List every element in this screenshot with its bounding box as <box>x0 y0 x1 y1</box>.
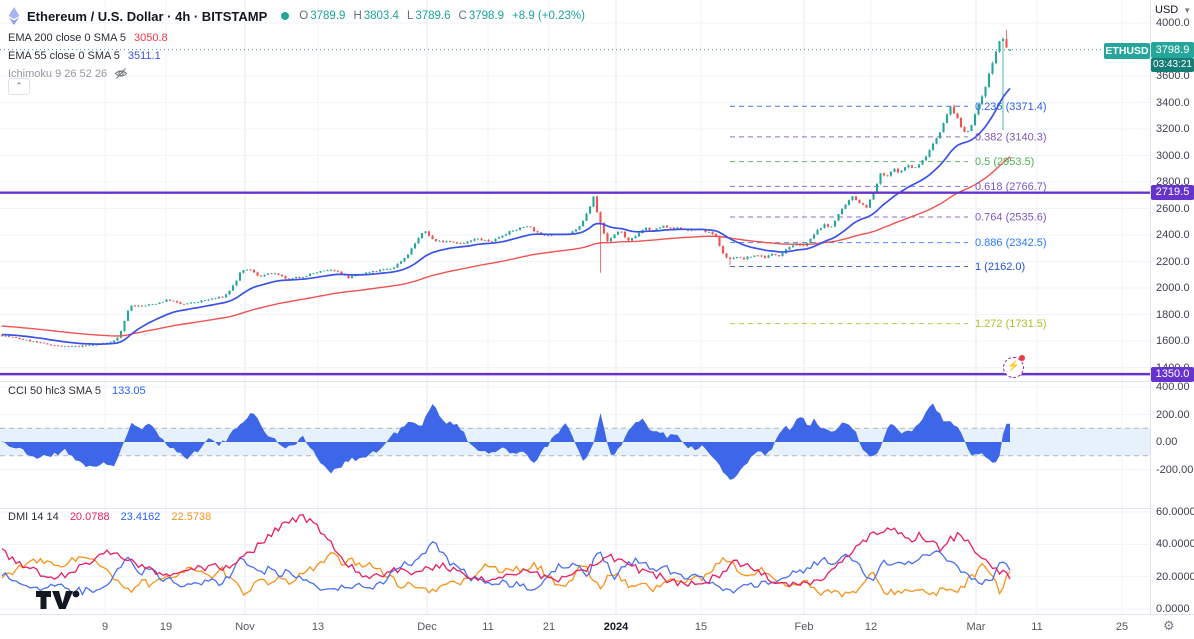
symbol-title[interactable]: Ethereum / U.S. Dollar · 4h · BITSTAMP <box>27 8 268 24</box>
time-tick-label: Nov <box>235 621 255 633</box>
cci-value: 133.05 <box>112 385 146 397</box>
time-axis[interactable]: 9 19 Nov 13 Dec 11 21 2024 15 Feb 12 Mar 11 25 <box>0 615 1150 639</box>
currency-dropdown[interactable]: USD ▼ <box>1155 4 1192 16</box>
price-tick-label: 2600.0 <box>1156 202 1190 215</box>
time-tick-label: 11 <box>482 621 494 633</box>
time-tick-label: 11 <box>1031 621 1043 633</box>
fib-level-label: 0.382 (3140.3) <box>975 131 1047 143</box>
pane-separator-cci-dmi[interactable] <box>0 508 1194 509</box>
time-tick-label: 12 <box>864 621 878 633</box>
dmi-minus-di-value: 22.5738 <box>171 511 212 523</box>
cci-tick-label: 0.00 <box>1156 436 1178 448</box>
gear-icon[interactable]: ⚙ <box>1163 618 1175 633</box>
price-tick-label: 3400.0 <box>1156 96 1190 109</box>
dmi-tick-label: 0.0000 <box>1156 603 1190 615</box>
chevron-down-icon: ▼ <box>1183 5 1192 15</box>
ema200-value: 3050.8 <box>134 31 168 44</box>
cci-tick-label: 400.00 <box>1156 381 1190 393</box>
dmi-tick-label: 60.0000 <box>1156 505 1194 518</box>
fib-level-label: 0.764 (2535.6) <box>975 212 1047 224</box>
time-tick-label: Feb <box>794 621 814 633</box>
price-level-badge-1350: 1350.0 <box>1151 367 1194 382</box>
time-tick-label: Dec <box>417 621 437 633</box>
price-tick-label: 1800.0 <box>1156 308 1190 321</box>
dmi-adx-value: 20.0788 <box>69 511 110 523</box>
price-tick-label: 2000.0 <box>1156 282 1190 294</box>
price-tick-label: 2200.0 <box>1156 255 1190 268</box>
time-axis-separator <box>0 614 1194 615</box>
tradingview-logo[interactable] <box>36 589 80 616</box>
fib-level-label: 0.5 (2953.5) <box>975 156 1034 168</box>
notification-dot <box>1019 355 1025 361</box>
price-tick-label: 4000.0 <box>1156 17 1190 29</box>
legend-collapse-button[interactable]: ⌃ <box>8 78 30 95</box>
time-tick-label: 15 <box>694 621 708 633</box>
fib-level-label: 0.886 (2342.5) <box>975 237 1047 249</box>
current-price-badge: 3798.9 <box>1151 42 1194 58</box>
indicator-row-ema55[interactable]: EMA 55 close 0 SMA 5 3511.1 <box>8 49 161 62</box>
price-tick-label: 1600.0 <box>1156 335 1190 347</box>
ohlc-values: O 3789.9 H 3803.4 L 3789.6 C 3798.9 +8.9 (+0… <box>299 10 585 22</box>
ethusd-price-line-label: ETHUSD <box>1104 43 1150 59</box>
indicator-row-ichimoku[interactable]: Ichimoku 9 26 52 26 <box>8 65 591 82</box>
bar-countdown-badge: 03:43:21 <box>1151 58 1194 72</box>
symbol-legend: Ethereum / U.S. Dollar · 4h · BITSTAMP O… <box>8 6 591 83</box>
price-tick-label: 3600.0 <box>1156 70 1190 82</box>
ethereum-icon <box>8 7 20 25</box>
dmi-legend[interactable]: DMI 14 14 20.0788 23.4162 22.5738 <box>8 511 212 523</box>
pane-separator-main-cci[interactable] <box>0 381 1194 382</box>
indicator-row-ema200[interactable]: EMA 200 close 0 SMA 5 3050.8 <box>8 31 168 44</box>
cci-tick-label: -200.00 <box>1156 463 1194 476</box>
fib-level-label: 1.272 (1731.5) <box>975 318 1047 330</box>
eye-off-icon[interactable] <box>114 67 128 80</box>
dmi-tick-label: 20.0000 <box>1156 570 1194 583</box>
price-level-badge-2719: 2719.5 <box>1151 185 1194 200</box>
cci-legend[interactable]: CCI 50 hlc3 SMA 5 133.05 <box>8 385 146 397</box>
time-tick-label: 13 <box>311 621 325 633</box>
price-axis[interactable]: 4000.0 3600.0 3400.0 3200.0 3000.0 2800.0 2600… <box>1150 0 1194 615</box>
price-tick-label: 2400.0 <box>1156 229 1190 241</box>
fib-level-label: 1 (2162.0) <box>975 261 1025 273</box>
market-open-dot <box>281 12 290 20</box>
dmi-tick-label: 40.0000 <box>1156 538 1194 551</box>
fib-level-label: 0.236 (3371.4) <box>975 101 1047 113</box>
dmi-plus-di-value: 23.4162 <box>120 511 161 523</box>
ema55-value: 3511.1 <box>127 49 161 62</box>
cci-tick-label: 200.00 <box>1156 408 1190 421</box>
time-tick-label: 25 <box>1115 621 1129 633</box>
time-tick-label: 2024 <box>603 621 629 633</box>
time-tick-label: 9 <box>101 621 109 633</box>
time-tick-label: 19 <box>159 621 173 633</box>
price-tick-label: 3000.0 <box>1156 149 1190 162</box>
time-tick-label: Mar <box>966 621 986 633</box>
price-tick-label: 3200.0 <box>1156 123 1190 135</box>
time-tick-label: 21 <box>542 621 556 633</box>
flash-alert-icon[interactable]: ⚡ <box>1003 355 1025 378</box>
chart-canvas[interactable]: 0.236 (3371.4) 0.382 (3140.3) 0.5 (2953.5)… <box>0 0 1150 614</box>
fib-level-label: 0.618 (2766.7) <box>975 181 1047 193</box>
change-value: +8.9 (+0.23%) <box>512 10 585 22</box>
